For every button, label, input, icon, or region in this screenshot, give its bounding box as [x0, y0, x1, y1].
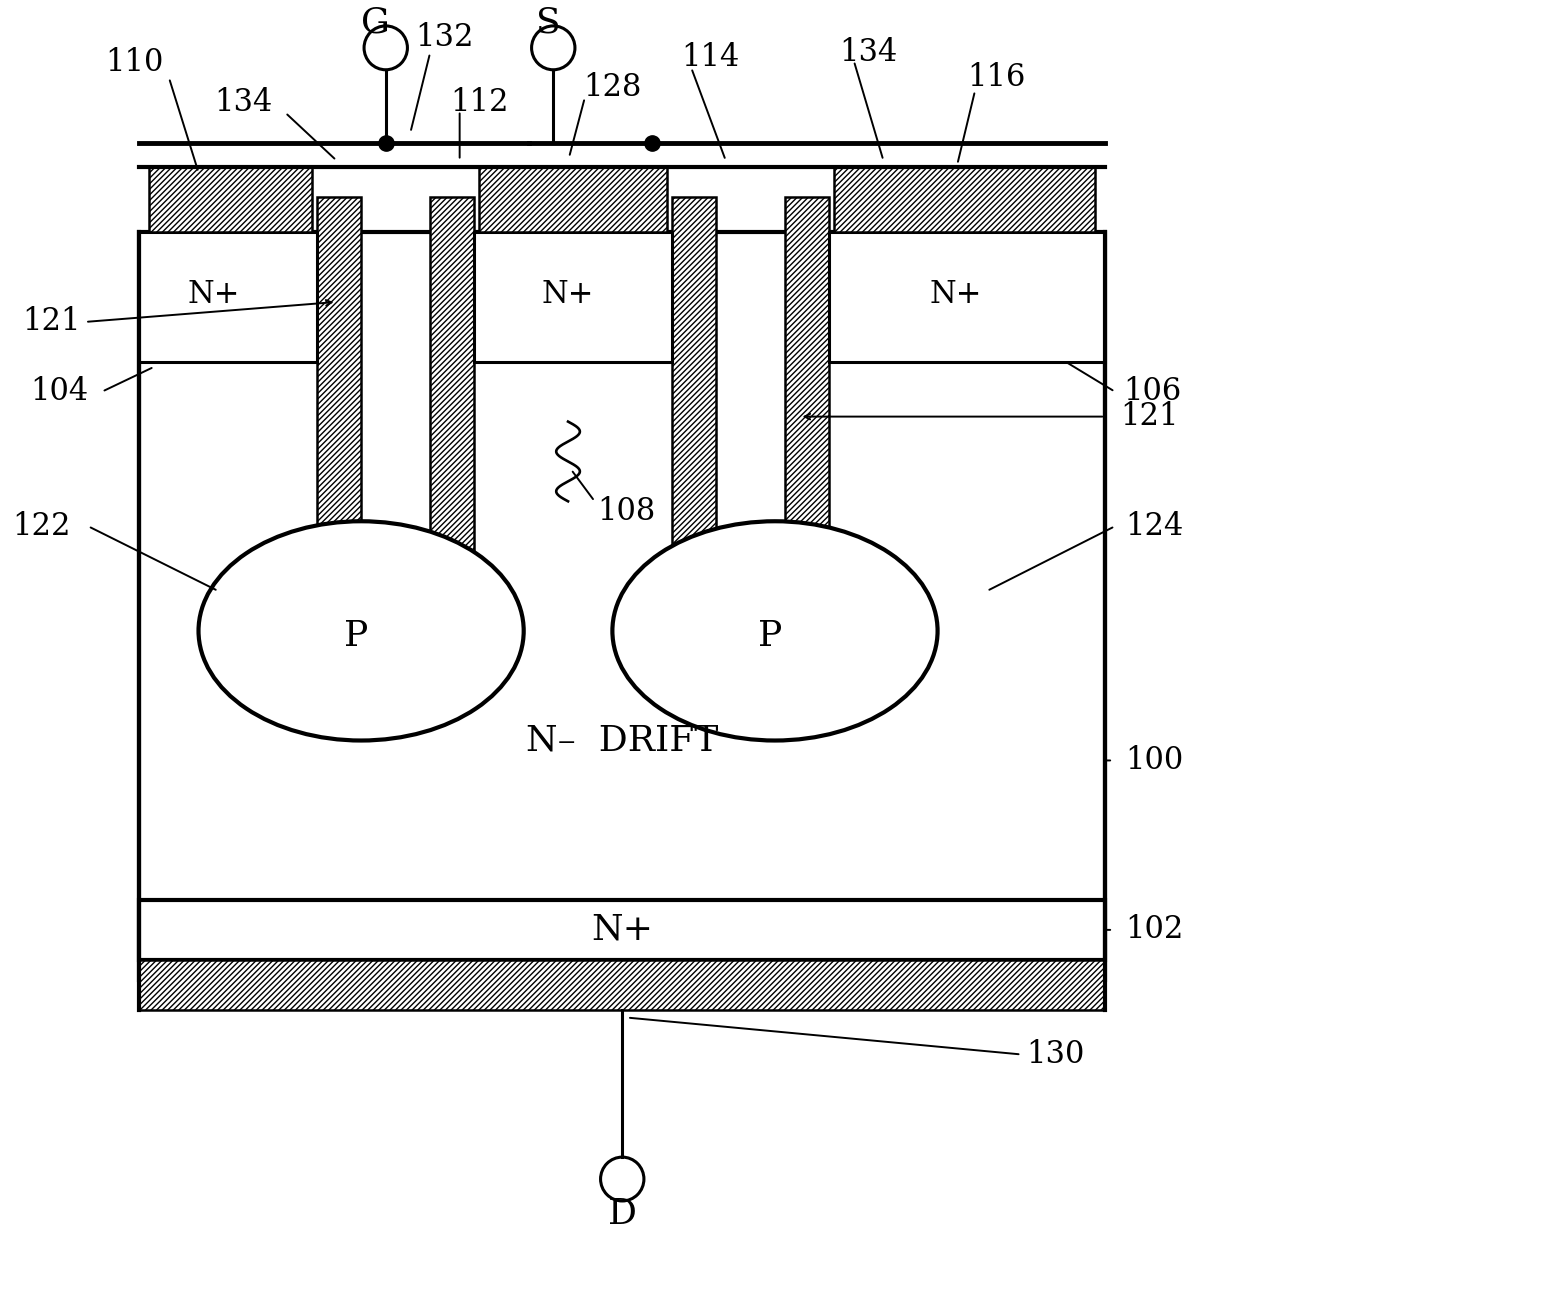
Bar	[139, 959, 1105, 1009]
Ellipse shape	[198, 521, 524, 741]
Bar	[139, 901, 1105, 959]
Bar	[430, 198, 474, 670]
Text: 110: 110	[105, 47, 164, 79]
Text: 122: 122	[12, 511, 71, 542]
Bar	[479, 168, 666, 232]
Text: N–  DRIFT: N– DRIFT	[525, 724, 718, 758]
Text: N+: N+	[187, 279, 239, 309]
Bar	[672, 198, 715, 670]
Bar	[474, 232, 672, 361]
Text: N+: N+	[592, 912, 654, 946]
Text: 121: 121	[22, 306, 80, 338]
Bar	[785, 198, 830, 670]
Text: 134: 134	[839, 38, 898, 68]
Bar	[317, 198, 362, 670]
Text: 124: 124	[1125, 511, 1183, 542]
Text: 106: 106	[1123, 376, 1180, 407]
Bar	[139, 232, 1105, 979]
Text: S: S	[536, 7, 561, 39]
Text: 114: 114	[681, 42, 740, 73]
Text: 116: 116	[967, 63, 1026, 93]
Text: 102: 102	[1125, 915, 1183, 945]
Text: 121: 121	[1120, 401, 1179, 432]
Bar	[139, 232, 317, 361]
Bar	[834, 168, 1095, 232]
Text: N+: N+	[542, 279, 595, 309]
Text: 112: 112	[450, 88, 508, 118]
Text: 108: 108	[598, 496, 657, 526]
Text: 100: 100	[1125, 745, 1183, 776]
Text: N+: N+	[929, 279, 981, 309]
Text: 134: 134	[215, 88, 272, 118]
Text: 128: 128	[582, 72, 641, 103]
Ellipse shape	[612, 521, 938, 741]
Text: D: D	[607, 1196, 637, 1230]
Text: P: P	[345, 619, 368, 653]
Text: G: G	[362, 7, 391, 39]
Text: 104: 104	[29, 376, 88, 407]
Bar	[830, 232, 1105, 361]
Bar	[150, 168, 312, 232]
Text: 132: 132	[416, 22, 474, 54]
Text: 130: 130	[1026, 1039, 1085, 1069]
Text: P: P	[759, 619, 782, 653]
